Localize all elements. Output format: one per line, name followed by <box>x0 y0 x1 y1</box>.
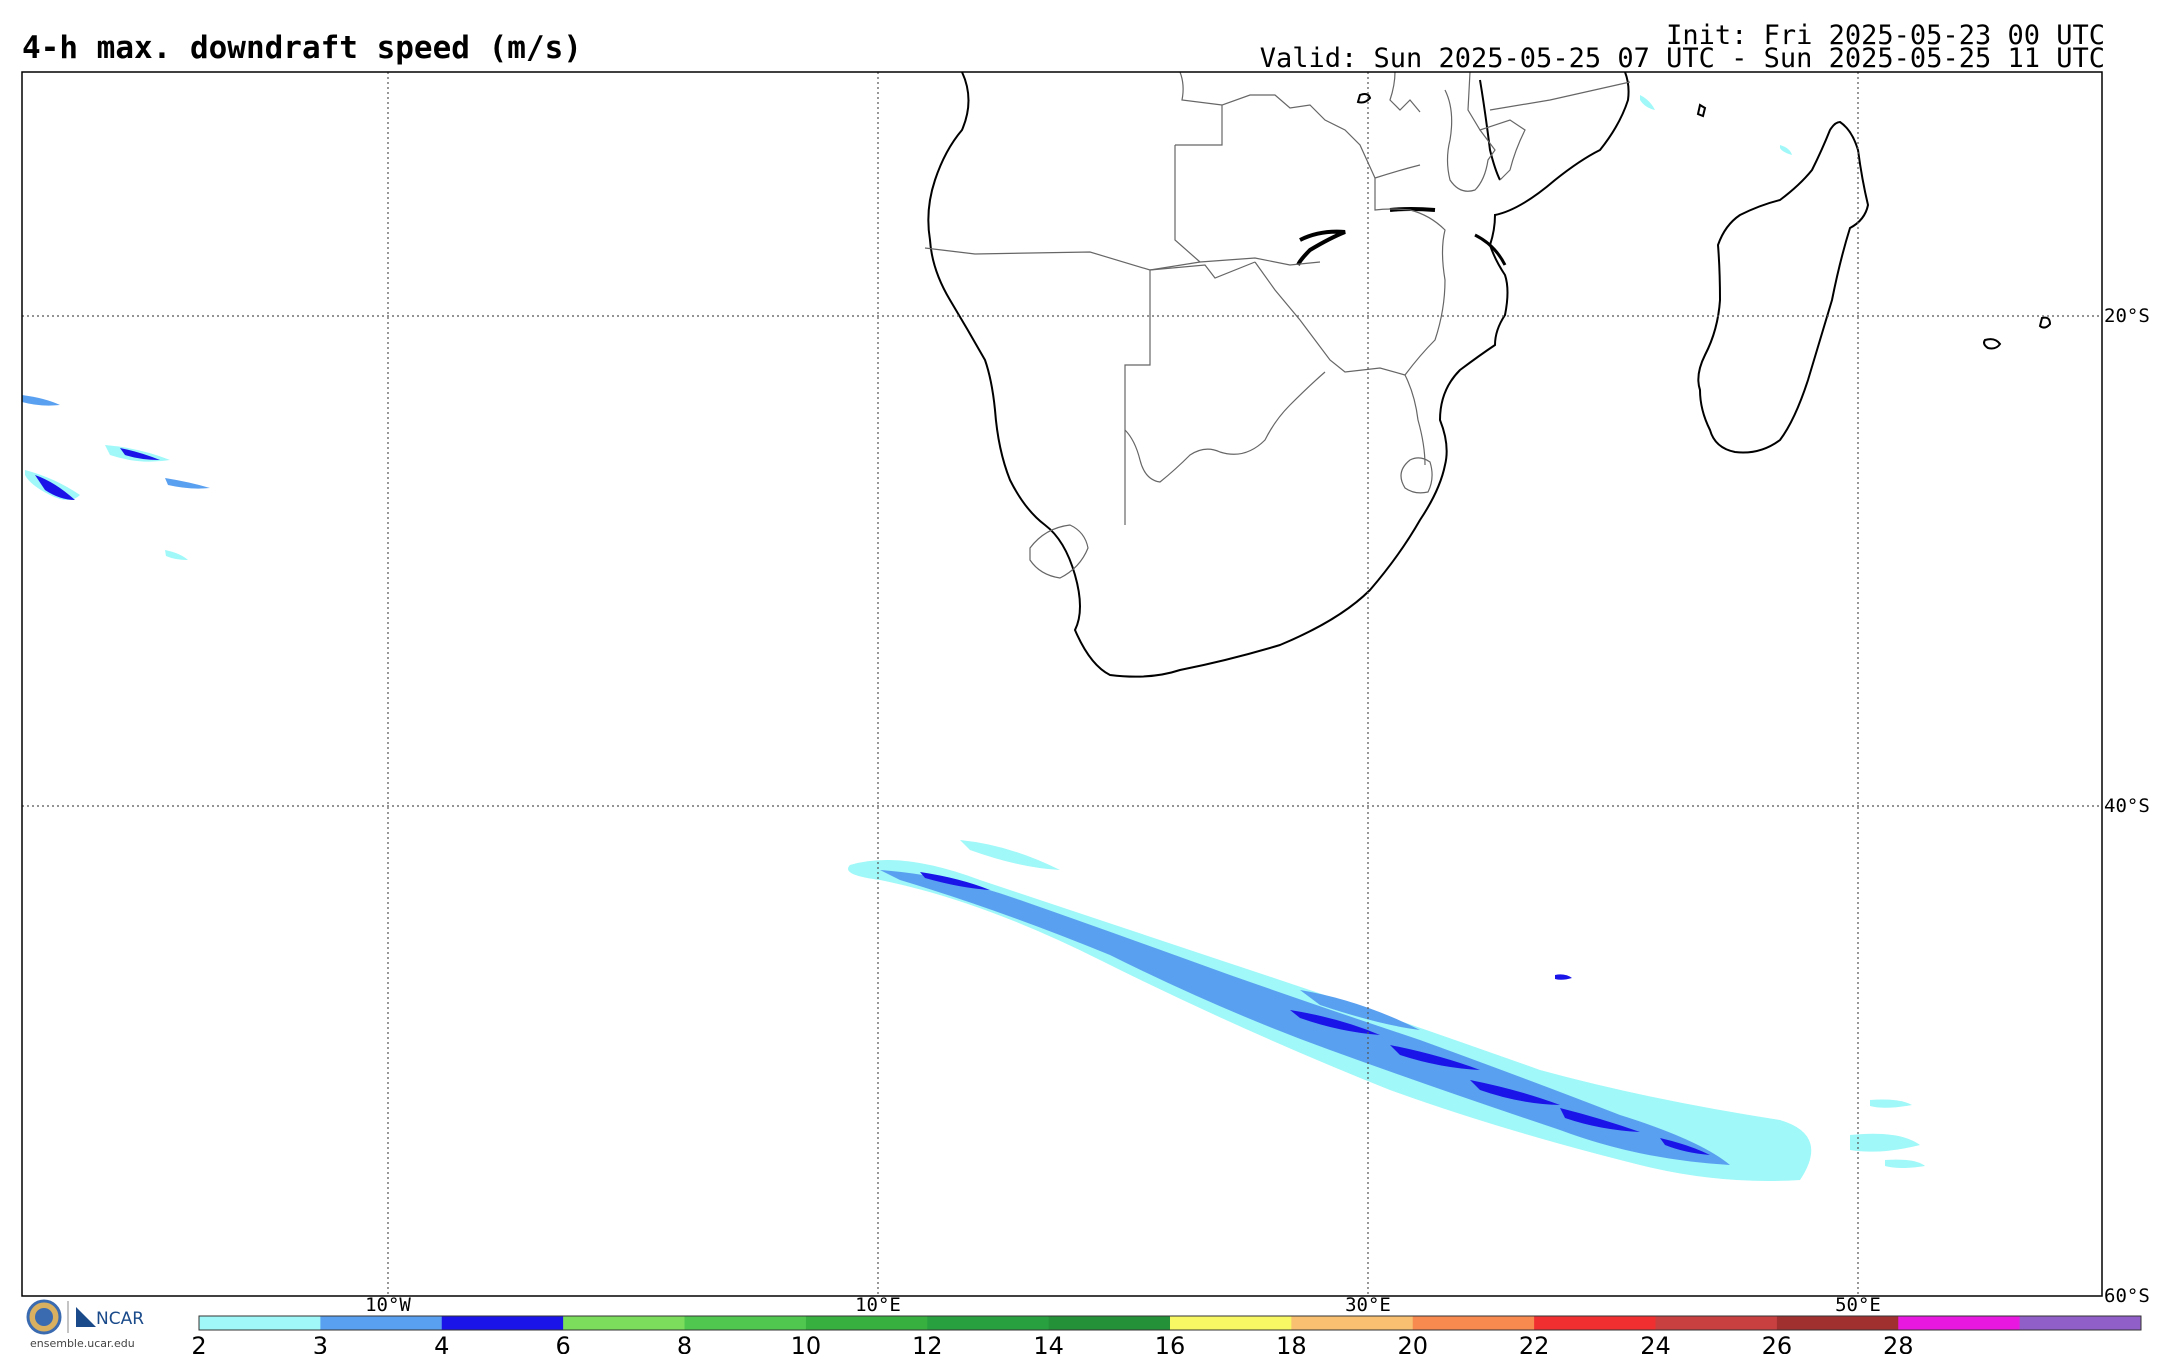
colorbar-swatch <box>1655 1316 1778 1330</box>
colorbar-tick-label: 26 <box>1762 1332 1793 1354</box>
graticule <box>22 72 2102 1295</box>
colorbar-tick-label: 16 <box>1155 1332 1186 1354</box>
madagascar-coast <box>1697 120 1870 454</box>
colorbar-swatch <box>927 1316 1050 1330</box>
ensemble-url: ensemble.ucar.edu <box>30 1337 135 1350</box>
lon-label-30e: 30°E <box>1345 1294 1391 1316</box>
colorbar-swatch <box>684 1316 807 1330</box>
country-borders <box>924 71 1631 579</box>
colorbar: 2 3 4 6 8 10 12 14 16 18 20 22 24 26 28 <box>191 1315 2142 1354</box>
colorbar-swatch <box>1412 1316 1535 1330</box>
colorbar-tick-label: 22 <box>1519 1332 1550 1354</box>
colorbar-tick-label: 18 <box>1276 1332 1307 1354</box>
colorbar-swatch <box>441 1316 564 1330</box>
colorbar-swatch <box>1291 1316 1414 1330</box>
colorbar-swatch <box>2019 1316 2142 1330</box>
coastlines <box>927 71 2052 678</box>
colorbar-tick-label: 3 <box>313 1332 328 1354</box>
colorbar-swatch <box>199 1316 321 1330</box>
colorbar-frame <box>198 1315 2142 1331</box>
colorbar-swatch <box>1898 1316 2021 1330</box>
colorbar-tick-label: 8 <box>677 1332 692 1354</box>
valid-time: Valid: Sun 2025-05-25 07 UTC - Sun 2025-… <box>1259 43 2105 74</box>
colorbar-swatch <box>1048 1316 1171 1330</box>
downdraft-field <box>22 95 1925 1181</box>
colorbar-swatch <box>1776 1316 1899 1330</box>
colorbar-tick-label: 6 <box>555 1332 570 1354</box>
colorbar-tick-label: 20 <box>1397 1332 1428 1354</box>
lat-label-60s: 60°S <box>2104 1285 2150 1307</box>
ncar-label: NCAR <box>96 1309 145 1329</box>
colorbar-tick-label: 12 <box>912 1332 943 1354</box>
colorbar-tick-label: 2 <box>191 1332 206 1354</box>
colorbar-swatch <box>805 1316 928 1330</box>
colorbar-tick-label: 10 <box>791 1332 822 1354</box>
colorbar-tick-label: 14 <box>1033 1332 1064 1354</box>
colorbar-tick-label: 28 <box>1883 1332 1914 1354</box>
map-title: 4-h max. downdraft speed (m/s) <box>22 30 582 66</box>
map-frame <box>21 71 2103 1297</box>
africa-coast <box>927 71 1630 678</box>
lon-label-50e: 50°E <box>1835 1294 1881 1316</box>
axis-labels: 10°W 10°E 30°E 50°E 20°S 40°S 60°S <box>365 305 2150 1316</box>
colorbar-swatch <box>1170 1316 1292 1330</box>
lat-label-20s: 20°S <box>2104 305 2150 327</box>
lat-label-40s: 40°S <box>2104 795 2150 817</box>
lon-label-10w: 10°W <box>365 1294 411 1316</box>
init-time: Init: Fri 2025-05-23 00 UTC <box>1666 20 2105 51</box>
colorbar-swatch <box>563 1316 685 1330</box>
nsf-ncar-logo <box>20 1297 160 1353</box>
colorbar-tick-label: 4 <box>434 1332 449 1354</box>
downdraft-band-dark <box>920 872 990 890</box>
lon-label-10e: 10°E <box>855 1294 901 1316</box>
colorbar-swatch <box>320 1316 443 1330</box>
ncar-mark-icon <box>76 1307 96 1327</box>
colorbar-swatch <box>1534 1316 1656 1330</box>
colorbar-tick-label: 24 <box>1640 1332 1671 1354</box>
